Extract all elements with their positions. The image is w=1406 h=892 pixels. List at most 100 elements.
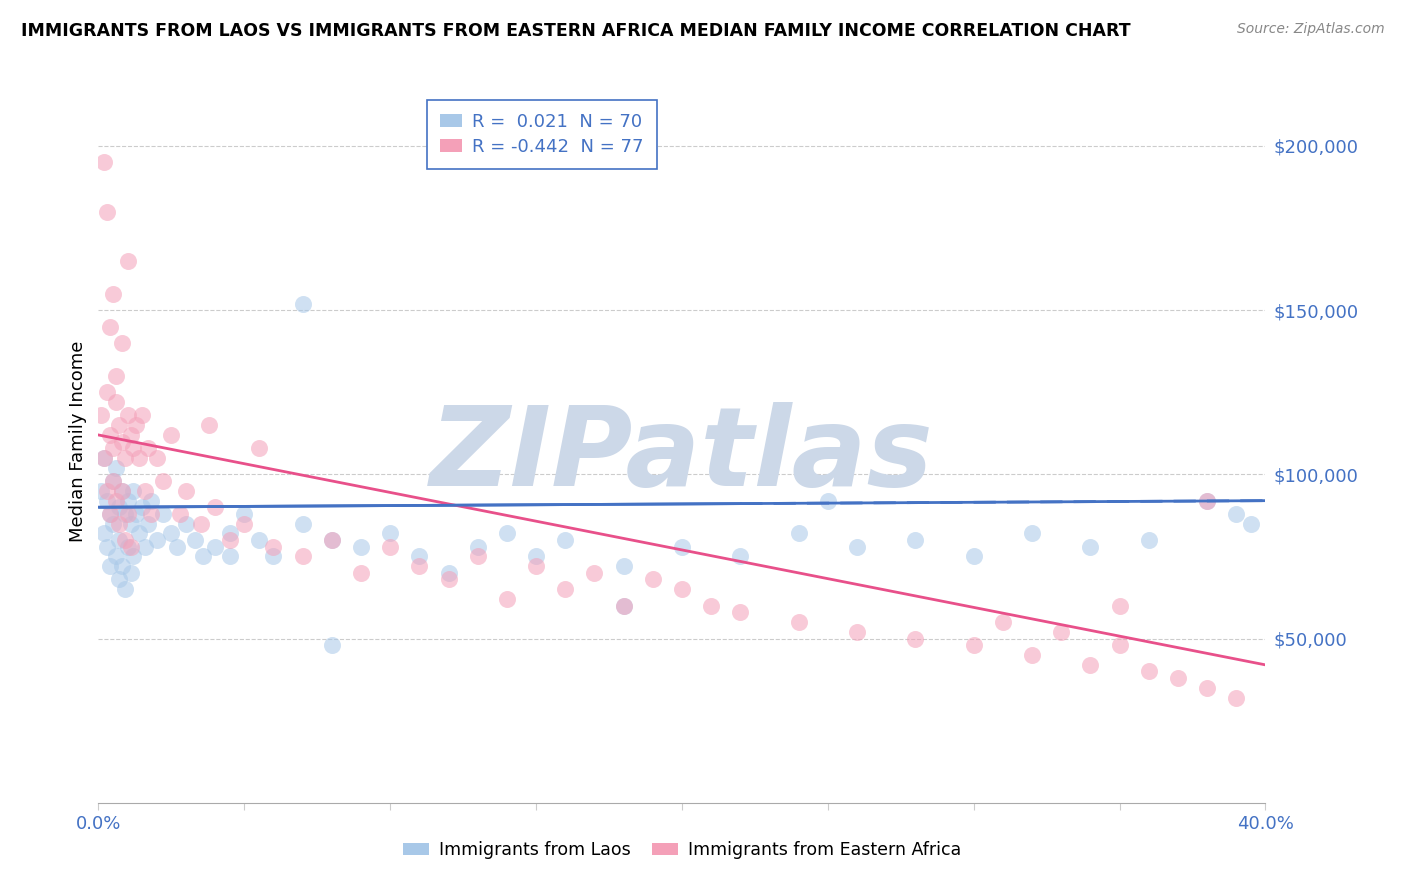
- Point: [111, 559, 134, 574]
- Point: [1137, 665, 1160, 679]
- Point: [160, 428, 183, 442]
- Point: [496, 526, 519, 541]
- Point: [198, 418, 221, 433]
- Point: [114, 582, 136, 597]
- Point: [131, 409, 153, 423]
- Point: [1080, 540, 1102, 554]
- Point: [321, 533, 343, 547]
- Point: [96, 204, 118, 219]
- Point: [1195, 681, 1218, 695]
- Point: [111, 483, 134, 498]
- Point: [554, 582, 576, 597]
- Point: [496, 592, 519, 607]
- Point: [98, 319, 121, 334]
- Point: [204, 540, 226, 554]
- Point: [817, 493, 839, 508]
- Point: [233, 507, 256, 521]
- Point: [90, 409, 112, 423]
- Point: [101, 286, 124, 301]
- Point: [1195, 493, 1218, 508]
- Legend: Immigrants from Laos, Immigrants from Eastern Africa: Immigrants from Laos, Immigrants from Ea…: [395, 835, 969, 866]
- Point: [101, 474, 124, 488]
- Point: [641, 573, 664, 587]
- Point: [218, 549, 240, 564]
- Point: [120, 428, 142, 442]
- Point: [104, 460, 127, 475]
- Point: [1225, 690, 1247, 705]
- Point: [262, 549, 284, 564]
- Point: [437, 566, 460, 580]
- Point: [1021, 526, 1043, 541]
- Point: [111, 483, 134, 498]
- Point: [120, 540, 142, 554]
- Point: [122, 441, 145, 455]
- Point: [1195, 493, 1218, 508]
- Point: [146, 533, 169, 547]
- Point: [554, 533, 576, 547]
- Point: [108, 500, 131, 515]
- Point: [108, 418, 131, 433]
- Point: [111, 434, 134, 449]
- Point: [524, 559, 547, 574]
- Point: [1108, 638, 1130, 652]
- Point: [467, 549, 489, 564]
- Point: [904, 632, 927, 646]
- Point: [991, 615, 1014, 630]
- Point: [98, 428, 121, 442]
- Text: IMMIGRANTS FROM LAOS VS IMMIGRANTS FROM EASTERN AFRICA MEDIAN FAMILY INCOME CORR: IMMIGRANTS FROM LAOS VS IMMIGRANTS FROM …: [21, 22, 1130, 40]
- Point: [174, 483, 197, 498]
- Point: [134, 483, 156, 498]
- Point: [98, 559, 121, 574]
- Point: [612, 559, 634, 574]
- Point: [139, 493, 162, 508]
- Point: [218, 526, 240, 541]
- Point: [671, 582, 693, 597]
- Point: [380, 526, 402, 541]
- Point: [1167, 671, 1189, 685]
- Point: [190, 516, 212, 531]
- Point: [104, 493, 127, 508]
- Point: [671, 540, 693, 554]
- Point: [146, 450, 169, 465]
- Point: [152, 507, 174, 521]
- Point: [152, 474, 174, 488]
- Point: [139, 507, 162, 521]
- Point: [467, 540, 489, 554]
- Point: [700, 599, 723, 613]
- Point: [108, 573, 131, 587]
- Point: [96, 385, 118, 400]
- Point: [136, 441, 159, 455]
- Point: [101, 516, 124, 531]
- Point: [93, 450, 115, 465]
- Point: [117, 540, 139, 554]
- Point: [114, 450, 136, 465]
- Point: [101, 441, 124, 455]
- Point: [1137, 533, 1160, 547]
- Point: [96, 483, 118, 498]
- Point: [1050, 625, 1073, 640]
- Point: [350, 566, 373, 580]
- Point: [193, 549, 215, 564]
- Point: [122, 549, 145, 564]
- Point: [247, 441, 270, 455]
- Point: [437, 573, 460, 587]
- Point: [104, 368, 127, 383]
- Point: [108, 533, 131, 547]
- Point: [787, 615, 810, 630]
- Point: [93, 450, 115, 465]
- Point: [128, 450, 150, 465]
- Point: [125, 507, 148, 521]
- Text: Source: ZipAtlas.com: Source: ZipAtlas.com: [1237, 22, 1385, 37]
- Point: [93, 155, 115, 169]
- Point: [408, 559, 430, 574]
- Point: [125, 418, 148, 433]
- Point: [111, 336, 134, 351]
- Point: [787, 526, 810, 541]
- Point: [218, 533, 240, 547]
- Point: [93, 526, 115, 541]
- Text: ZIPatlas: ZIPatlas: [430, 402, 934, 509]
- Point: [122, 483, 145, 498]
- Point: [524, 549, 547, 564]
- Point: [962, 549, 984, 564]
- Point: [846, 540, 869, 554]
